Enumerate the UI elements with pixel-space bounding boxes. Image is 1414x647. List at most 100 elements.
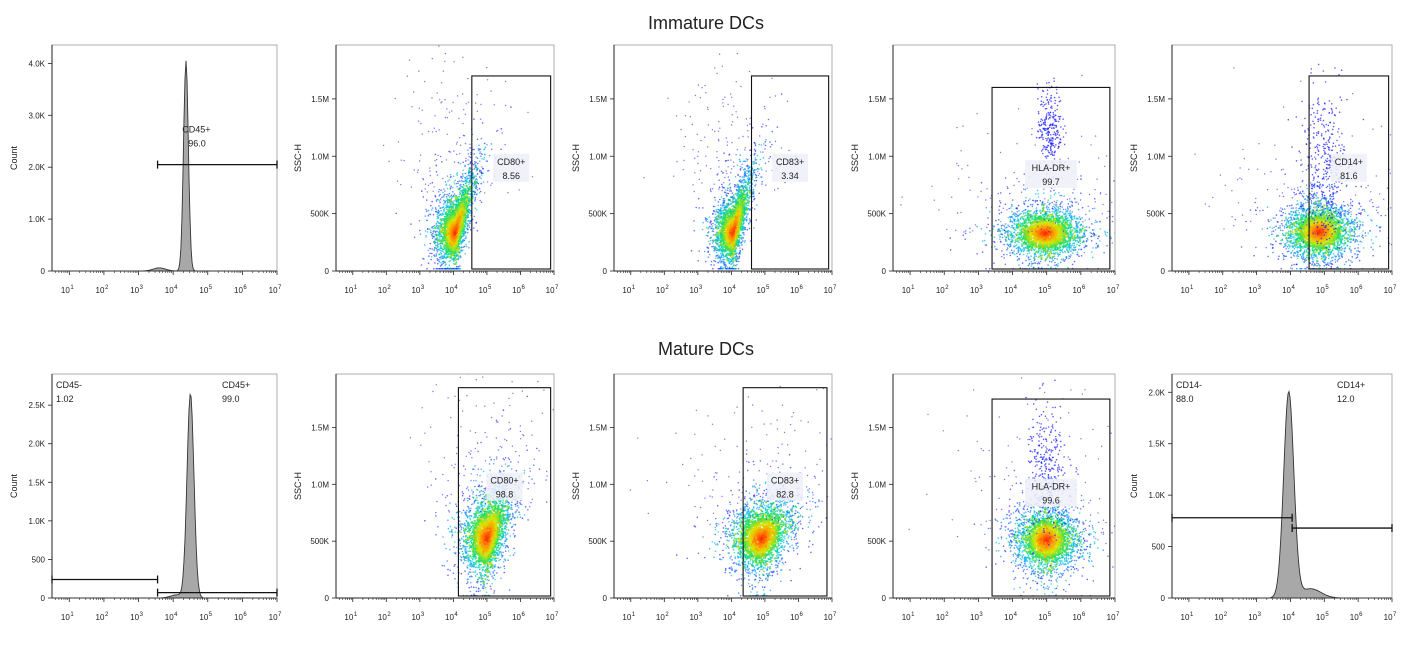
x-tick-label: 103 xyxy=(411,612,424,622)
x-tick-label: 102 xyxy=(96,612,109,622)
x-tick-label: 101 xyxy=(1181,285,1194,295)
x-tick-label: 101 xyxy=(61,612,74,622)
gate-value: 81.6 xyxy=(1340,171,1358,181)
x-tick-label: 101 xyxy=(344,612,357,622)
x-tick-label: 107 xyxy=(824,285,837,295)
y-tick-label: 1.0M xyxy=(589,152,607,161)
y-axis-label: SSC-H xyxy=(850,472,860,500)
x-tick-label: 102 xyxy=(656,285,669,295)
histogram-curve xyxy=(1172,390,1392,599)
x-tick-label: 106 xyxy=(234,612,247,622)
y-tick-label: 2.0K xyxy=(29,440,46,449)
x-tick-label: 105 xyxy=(1316,285,1329,295)
x-tick-label: 106 xyxy=(1350,285,1363,295)
y-tick-label: 1.0M xyxy=(589,480,607,489)
scatter-points xyxy=(1194,63,1392,270)
scatter-points xyxy=(629,385,832,597)
x-tick-label: 104 xyxy=(1004,612,1017,622)
gate-value: 99.7 xyxy=(1042,177,1060,187)
gate-label-background xyxy=(493,153,530,182)
y-tick-label: 1.5M xyxy=(311,95,329,104)
y-tick-label: 500K xyxy=(310,537,329,546)
x-tick-label: 106 xyxy=(234,285,247,295)
y-tick-label: 500K xyxy=(310,210,329,219)
y-tick-label: 1.5M xyxy=(589,423,607,432)
y-tick-label: 1.5M xyxy=(589,95,607,104)
x-tick-label: 104 xyxy=(165,612,178,622)
x-tick-label: 107 xyxy=(824,612,837,622)
x-tick-label: 103 xyxy=(970,285,983,295)
y-tick-label: 1.0K xyxy=(1149,491,1166,500)
gate-value: 12.0 xyxy=(1337,394,1355,404)
y-tick-label: 0 xyxy=(325,594,330,603)
x-tick-label: 104 xyxy=(445,285,458,295)
x-tick-label: 101 xyxy=(902,612,915,622)
gate-value: 8.56 xyxy=(502,171,520,181)
y-tick-label: 1.0K xyxy=(29,215,46,224)
x-tick-label: 106 xyxy=(1072,285,1085,295)
x-tick-label: 105 xyxy=(199,612,212,622)
scatter-points xyxy=(643,52,799,270)
y-axis-label: SSC-H xyxy=(1129,144,1139,172)
x-tick-label: 107 xyxy=(1107,285,1120,295)
y-axis-label: Count xyxy=(1129,474,1139,499)
x-tick-label: 106 xyxy=(1072,612,1085,622)
x-tick-label: 107 xyxy=(1107,612,1120,622)
scatter-points xyxy=(908,377,1115,597)
x-tick-label: 105 xyxy=(199,285,212,295)
y-tick-label: 500K xyxy=(867,537,886,546)
y-tick-label: 3.0K xyxy=(29,111,46,120)
x-tick-label: 102 xyxy=(1214,285,1227,295)
panel-mature-1: 101 102 103 104 105 106 107 0 500 1.0K 1.5K 2.0K 2.5… xyxy=(9,373,282,622)
y-tick-label: 0 xyxy=(1161,594,1166,603)
x-tick-label: 105 xyxy=(1316,612,1329,622)
gate-label-background xyxy=(1024,159,1077,188)
scatter-points xyxy=(900,74,1115,270)
gate-rectangle xyxy=(991,86,1111,270)
x-tick-label: 101 xyxy=(61,285,74,295)
x-tick-label: 105 xyxy=(757,285,770,295)
panel-immature-2: 101 102 103 104 105 106 107 0 500K 1.0M 1.5M SSC-H C… xyxy=(293,44,559,295)
y-tick-label: 1.5M xyxy=(1147,95,1165,104)
y-axis-label: SSC-H xyxy=(571,472,581,500)
x-tick-label: 102 xyxy=(936,285,949,295)
y-tick-label: 0 xyxy=(325,267,330,276)
y-tick-label: 1.0M xyxy=(311,480,329,489)
plot-frame xyxy=(51,44,278,272)
x-tick-label: 104 xyxy=(445,612,458,622)
y-tick-label: 2.0K xyxy=(29,163,46,172)
gate-name: CD80+ xyxy=(490,476,518,486)
y-tick-label: 1.0M xyxy=(311,152,329,161)
x-tick-label: 106 xyxy=(512,285,525,295)
y-tick-label: 2.0K xyxy=(1149,388,1166,397)
x-tick-label: 102 xyxy=(96,285,109,295)
x-tick-label: 105 xyxy=(1038,612,1051,622)
x-tick-label: 107 xyxy=(546,285,559,295)
x-tick-label: 106 xyxy=(790,612,803,622)
gate-name: CD14+ xyxy=(1337,380,1365,390)
x-tick-label: 107 xyxy=(546,612,559,622)
y-tick-label: 500K xyxy=(867,210,886,219)
x-tick-label: 104 xyxy=(165,285,178,295)
gate-label-background xyxy=(772,153,809,182)
x-tick-label: 105 xyxy=(757,612,770,622)
plot-frame xyxy=(892,373,1116,599)
y-axis-label: Count xyxy=(9,474,19,499)
x-tick-label: 104 xyxy=(723,285,736,295)
y-tick-label: 2.5K xyxy=(29,401,46,410)
y-axis-label: Count xyxy=(9,146,19,171)
gate-name: CD14+ xyxy=(1335,157,1363,167)
x-tick-label: 102 xyxy=(656,612,669,622)
histogram-curve xyxy=(52,392,277,599)
panel-mature-5: 101 102 103 104 105 106 107 0 500 1.0K 1.5K 2.0K Cou… xyxy=(1129,373,1397,622)
y-tick-label: 1.5K xyxy=(29,478,46,487)
x-tick-label: 103 xyxy=(1248,612,1261,622)
y-tick-label: 500K xyxy=(588,210,607,219)
panel-immature-3: 101 102 103 104 105 106 107 0 500K 1.0M 1.5M SSC-H C… xyxy=(571,44,837,295)
gate-label-background xyxy=(1024,478,1077,507)
panel-immature-5: 101 102 103 104 105 106 107 0 500K 1.0M 1.5M SSC-H C… xyxy=(1129,44,1397,295)
x-tick-label: 102 xyxy=(378,612,391,622)
x-tick-label: 106 xyxy=(790,285,803,295)
histogram-curve xyxy=(52,60,277,272)
